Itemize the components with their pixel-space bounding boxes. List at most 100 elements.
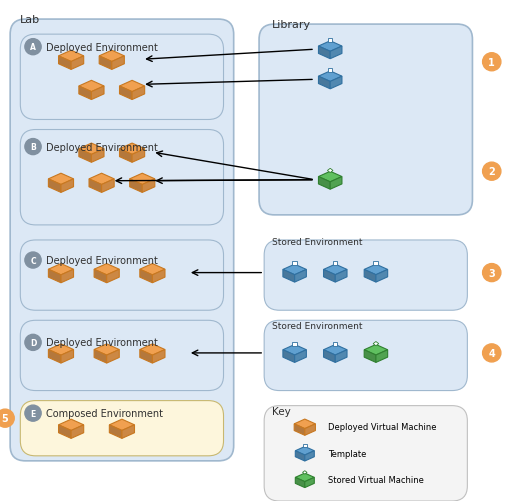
Text: 5: 5 — [2, 413, 9, 423]
Polygon shape — [119, 144, 145, 155]
Polygon shape — [99, 57, 112, 70]
Text: Deployed Environment: Deployed Environment — [46, 142, 157, 152]
Polygon shape — [330, 77, 342, 90]
Polygon shape — [107, 270, 119, 283]
Polygon shape — [142, 179, 155, 193]
Polygon shape — [140, 344, 165, 356]
Polygon shape — [295, 350, 306, 363]
Polygon shape — [152, 350, 165, 363]
Polygon shape — [48, 264, 74, 275]
Polygon shape — [376, 270, 388, 283]
Polygon shape — [335, 270, 347, 283]
Polygon shape — [364, 345, 388, 355]
Polygon shape — [119, 149, 132, 163]
Polygon shape — [91, 87, 104, 100]
FancyBboxPatch shape — [20, 130, 224, 225]
Text: Deployed Virtual Machine: Deployed Virtual Machine — [328, 422, 436, 431]
Polygon shape — [119, 87, 132, 100]
Polygon shape — [295, 473, 314, 481]
Polygon shape — [94, 350, 107, 363]
Polygon shape — [335, 350, 347, 363]
Polygon shape — [79, 87, 91, 100]
Text: Stored Virtual Machine: Stored Virtual Machine — [328, 475, 424, 484]
Polygon shape — [324, 270, 335, 283]
Polygon shape — [319, 47, 330, 60]
Circle shape — [483, 163, 501, 181]
Polygon shape — [376, 350, 388, 363]
Polygon shape — [130, 174, 155, 185]
Polygon shape — [295, 270, 306, 283]
Polygon shape — [373, 342, 378, 346]
FancyBboxPatch shape — [333, 342, 337, 346]
Polygon shape — [94, 344, 119, 356]
Text: 2: 2 — [488, 167, 495, 177]
Polygon shape — [283, 265, 306, 275]
Polygon shape — [61, 270, 74, 283]
Text: A: A — [30, 43, 36, 52]
Polygon shape — [319, 72, 342, 82]
FancyBboxPatch shape — [20, 35, 224, 120]
Text: Composed Environment: Composed Environment — [46, 408, 163, 418]
FancyBboxPatch shape — [328, 39, 332, 43]
Polygon shape — [109, 425, 122, 438]
FancyBboxPatch shape — [264, 406, 467, 501]
Polygon shape — [91, 149, 104, 163]
Polygon shape — [102, 179, 114, 193]
Polygon shape — [61, 350, 74, 363]
Circle shape — [25, 405, 41, 421]
Polygon shape — [132, 149, 145, 163]
Text: Deployed Environment: Deployed Environment — [46, 43, 157, 53]
Polygon shape — [94, 270, 107, 283]
Text: Stored Environment: Stored Environment — [272, 238, 362, 247]
FancyBboxPatch shape — [20, 401, 224, 456]
Circle shape — [0, 409, 14, 427]
Polygon shape — [295, 477, 305, 487]
Polygon shape — [319, 172, 342, 182]
Text: Lab: Lab — [20, 15, 41, 25]
Polygon shape — [364, 270, 376, 283]
Polygon shape — [330, 47, 342, 60]
Text: Deployed Environment: Deployed Environment — [46, 256, 157, 266]
Polygon shape — [324, 345, 347, 355]
Polygon shape — [89, 174, 114, 185]
Circle shape — [25, 139, 41, 155]
Polygon shape — [109, 419, 135, 430]
Polygon shape — [319, 77, 330, 90]
Polygon shape — [328, 169, 333, 173]
Polygon shape — [48, 350, 61, 363]
Polygon shape — [295, 451, 305, 461]
Polygon shape — [48, 270, 61, 283]
Polygon shape — [61, 179, 74, 193]
Circle shape — [483, 264, 501, 282]
Polygon shape — [58, 51, 84, 62]
Circle shape — [25, 40, 41, 56]
Polygon shape — [283, 350, 295, 363]
Text: Library: Library — [272, 20, 311, 30]
Text: D: D — [30, 338, 36, 347]
Polygon shape — [94, 264, 119, 275]
Polygon shape — [107, 350, 119, 363]
Polygon shape — [79, 144, 104, 155]
Polygon shape — [152, 270, 165, 283]
Text: 1: 1 — [488, 58, 495, 68]
Polygon shape — [58, 425, 71, 438]
Polygon shape — [305, 477, 314, 487]
FancyBboxPatch shape — [20, 321, 224, 391]
Text: 3: 3 — [488, 268, 495, 278]
FancyBboxPatch shape — [328, 69, 332, 73]
Polygon shape — [79, 149, 91, 163]
Polygon shape — [303, 471, 307, 474]
Polygon shape — [140, 350, 152, 363]
Polygon shape — [295, 446, 314, 455]
FancyBboxPatch shape — [259, 25, 472, 215]
Polygon shape — [79, 81, 104, 92]
Circle shape — [483, 344, 501, 362]
FancyBboxPatch shape — [373, 262, 378, 266]
Polygon shape — [364, 265, 388, 275]
Text: Stored Environment: Stored Environment — [272, 322, 362, 331]
FancyBboxPatch shape — [20, 240, 224, 311]
Polygon shape — [71, 57, 84, 70]
FancyBboxPatch shape — [264, 240, 467, 311]
Polygon shape — [112, 57, 124, 70]
Polygon shape — [330, 177, 342, 190]
